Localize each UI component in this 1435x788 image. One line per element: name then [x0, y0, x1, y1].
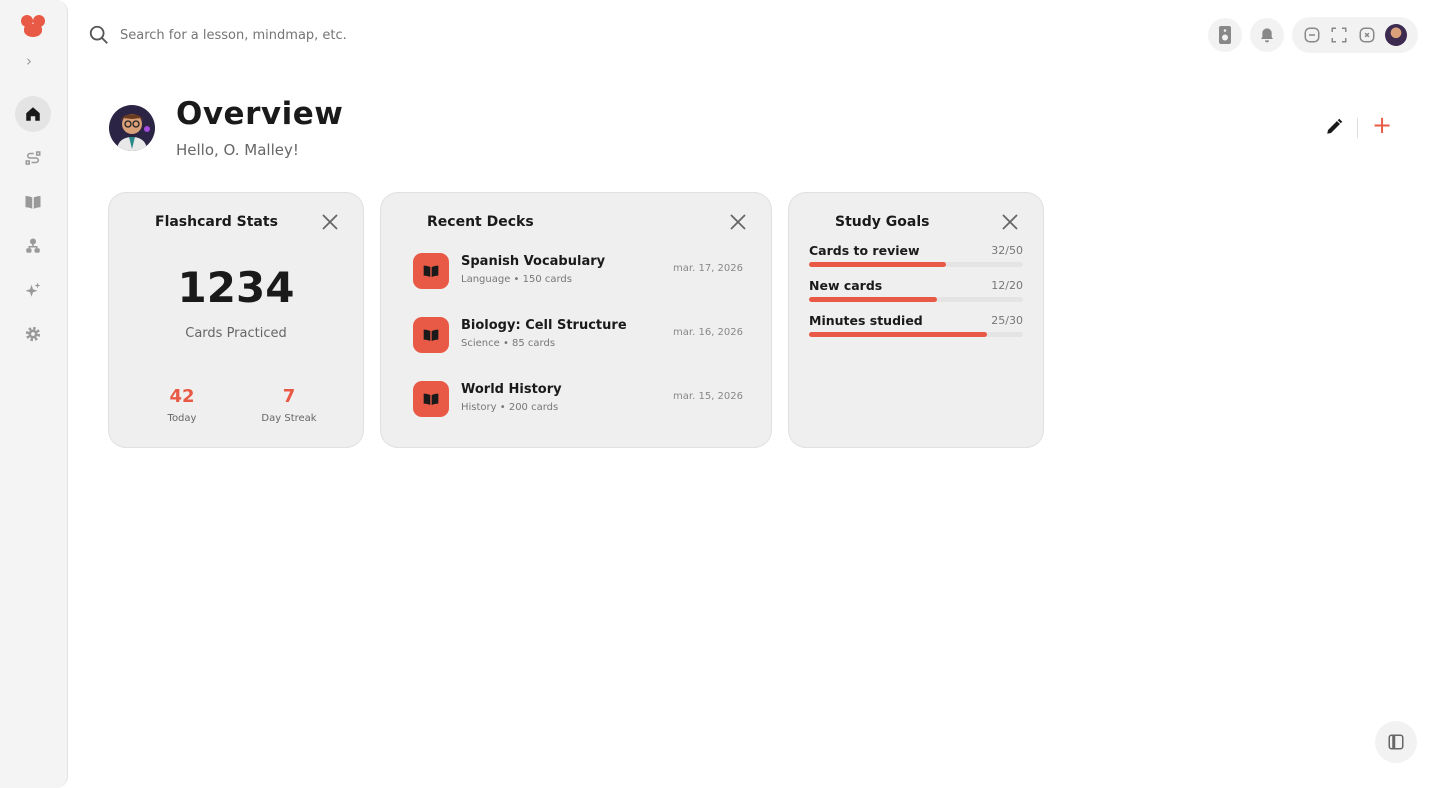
card-title: Flashcard Stats: [155, 214, 278, 230]
greeting: Hello, O. Malley!: [176, 141, 299, 159]
goal-item: Minutes studied 25/30: [809, 313, 1023, 337]
goal-progress-fill: [809, 262, 946, 267]
edit-pencil-icon[interactable]: [1325, 118, 1343, 136]
deck-date: mar. 17, 2026: [673, 263, 743, 274]
card-title: Study Goals: [835, 214, 930, 230]
goal-name: Cards to review: [809, 243, 920, 258]
toolbar-divider: [1357, 118, 1358, 138]
hierarchy-icon: [26, 238, 40, 253]
goal-name: Minutes studied: [809, 313, 923, 328]
streak-label: Day Streak: [261, 413, 317, 424]
window-controls: [1292, 17, 1418, 53]
deck-list-item[interactable]: World History History • 200 cards mar. 1…: [413, 381, 743, 421]
deck-book-icon: [413, 381, 449, 417]
fullscreen-icon[interactable]: [1330, 26, 1348, 44]
toggle-panel-button[interactable]: [1375, 721, 1417, 763]
sidebar-item-ai[interactable]: [15, 272, 51, 308]
profile-avatar: [109, 105, 155, 151]
sparkle-icon: [25, 282, 41, 297]
user-avatar[interactable]: [1385, 24, 1408, 46]
sidebar-item-home[interactable]: [15, 96, 51, 132]
goal-item: New cards 12/20: [809, 278, 1023, 302]
goal-progress-bar: [809, 297, 1023, 302]
book-icon: [25, 196, 41, 209]
deck-date: mar. 16, 2026: [673, 327, 743, 338]
goal-item: Cards to review 32/50: [809, 243, 1023, 267]
deck-name: World History: [461, 382, 562, 397]
cards-practiced-value: 1234: [177, 263, 295, 312]
deck-book-icon: [413, 253, 449, 289]
cards-practiced-label: Cards Practiced: [185, 326, 287, 341]
search-input[interactable]: [120, 27, 420, 43]
sidebar-item-mindmaps[interactable]: [15, 228, 51, 264]
close-icon[interactable]: [1001, 213, 1019, 231]
close-icon[interactable]: [321, 213, 339, 231]
close-icon[interactable]: [729, 213, 747, 231]
sidebar-item-paths[interactable]: [15, 140, 51, 176]
search-bar: [88, 24, 420, 46]
search-icon[interactable]: [88, 24, 110, 46]
goal-count: 32/50: [991, 244, 1023, 257]
notifications-button[interactable]: [1250, 18, 1284, 52]
sidebar: ›: [0, 0, 68, 788]
deck-meta: History • 200 cards: [461, 402, 559, 413]
speaker-icon: [1219, 26, 1231, 44]
card-title: Recent Decks: [427, 214, 534, 230]
sidebar-item-library[interactable]: [15, 184, 51, 220]
bell-icon: [1261, 28, 1273, 43]
minimize-icon[interactable]: [1303, 26, 1321, 44]
deck-list-item[interactable]: Biology: Cell Structure Science • 85 car…: [413, 317, 743, 357]
streak-stat: 7 Day Streak: [239, 386, 339, 424]
app-logo[interactable]: [21, 15, 45, 37]
today-stat: 42 Today: [132, 386, 232, 424]
add-widget-plus-icon[interactable]: +: [1372, 111, 1393, 139]
deck-list-item[interactable]: Spanish Vocabulary Language • 150 cards …: [413, 253, 743, 293]
expand-sidebar-chevron-icon[interactable]: ›: [26, 52, 32, 70]
goal-progress-bar: [809, 332, 1023, 337]
deck-name: Spanish Vocabulary: [461, 254, 606, 269]
settings-icon: [25, 326, 41, 342]
study-goals-card: Study Goals Cards to review 32/50 New ca…: [788, 192, 1044, 448]
goal-progress-fill: [809, 297, 938, 302]
goal-count: 25/30: [991, 314, 1023, 327]
recent-decks-card: Recent Decks Spanish Vocabulary Language…: [380, 192, 772, 448]
goal-count: 12/20: [991, 279, 1023, 292]
route-icon: [25, 151, 41, 165]
flashcard-stats-card: Flashcard Stats 1234 Cards Practiced 42 T…: [108, 192, 364, 448]
page-title: Overview: [176, 96, 344, 132]
close-window-icon[interactable]: [1358, 26, 1376, 44]
deck-meta: Science • 85 cards: [461, 338, 556, 349]
goal-progress-fill: [809, 332, 988, 337]
speaker-button[interactable]: [1208, 18, 1242, 52]
goal-name: New cards: [809, 278, 883, 293]
today-label: Today: [167, 413, 197, 424]
today-value: 42: [169, 386, 195, 407]
deck-meta: Language • 150 cards: [461, 274, 572, 285]
deck-date: mar. 15, 2026: [673, 391, 743, 402]
sidebar-item-settings[interactable]: [15, 316, 51, 352]
sidebar-panel-icon: [1388, 734, 1404, 750]
home-icon: [26, 107, 40, 121]
deck-book-icon: [413, 317, 449, 353]
deck-name: Biology: Cell Structure: [461, 318, 627, 333]
streak-value: 7: [282, 386, 296, 407]
goal-progress-bar: [809, 262, 1023, 267]
